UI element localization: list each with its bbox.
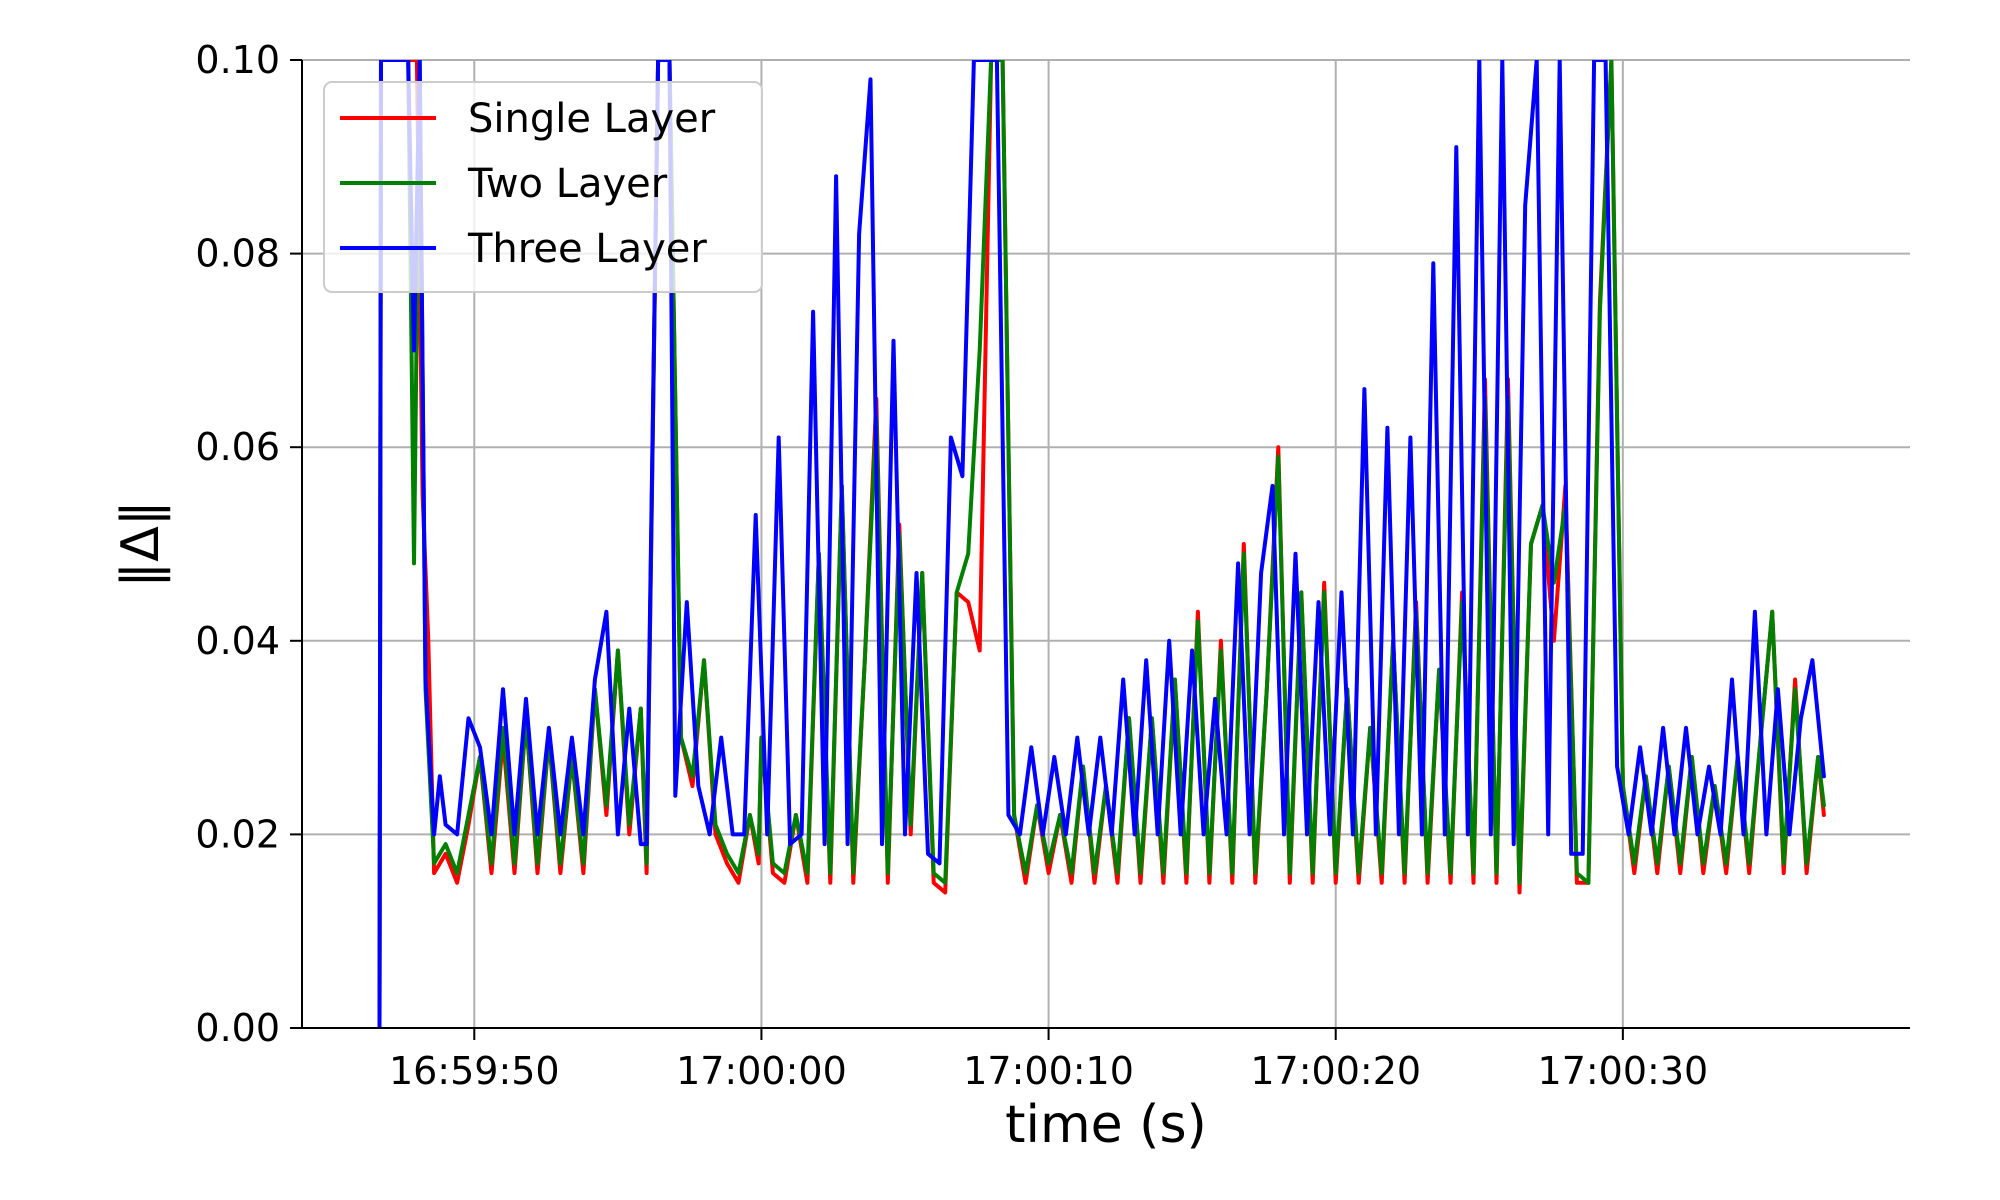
y-tick-label: 0.10 [195,38,280,82]
legend: Single Layer Two Layer Three Layer [323,81,763,293]
axes [301,60,1910,1029]
legend-label: Two Layer [467,161,668,207]
legend-label: Three Layer [467,226,707,272]
x-tick-label: 17:00:00 [676,1049,847,1093]
x-axis-title: time (s) [1005,1095,1207,1155]
y-tick-label: 0.06 [195,425,280,469]
x-tick-label: 17:00:10 [963,1049,1134,1093]
y-axis-title: ‖Δ‖ [111,500,171,588]
ticks: 0.00 0.02 0.04 0.06 0.08 0.10 16:59:50 17:00:00… [195,38,1708,1093]
x-tick-label: 17:00:20 [1250,1049,1421,1093]
y-tick-label: 0.04 [195,619,280,663]
legend-box [323,81,763,293]
y-tick-label: 0.00 [195,1006,280,1050]
series-lines [377,60,1826,1028]
y-tick-label: 0.08 [195,232,280,276]
series-line-three-layer [377,60,1826,1028]
x-tick-label: 16:59:50 [389,1049,560,1093]
y-tick-label: 0.02 [195,812,280,856]
x-tick-label: 17:00:30 [1538,1049,1709,1093]
legend-label: Single Layer [468,96,716,142]
